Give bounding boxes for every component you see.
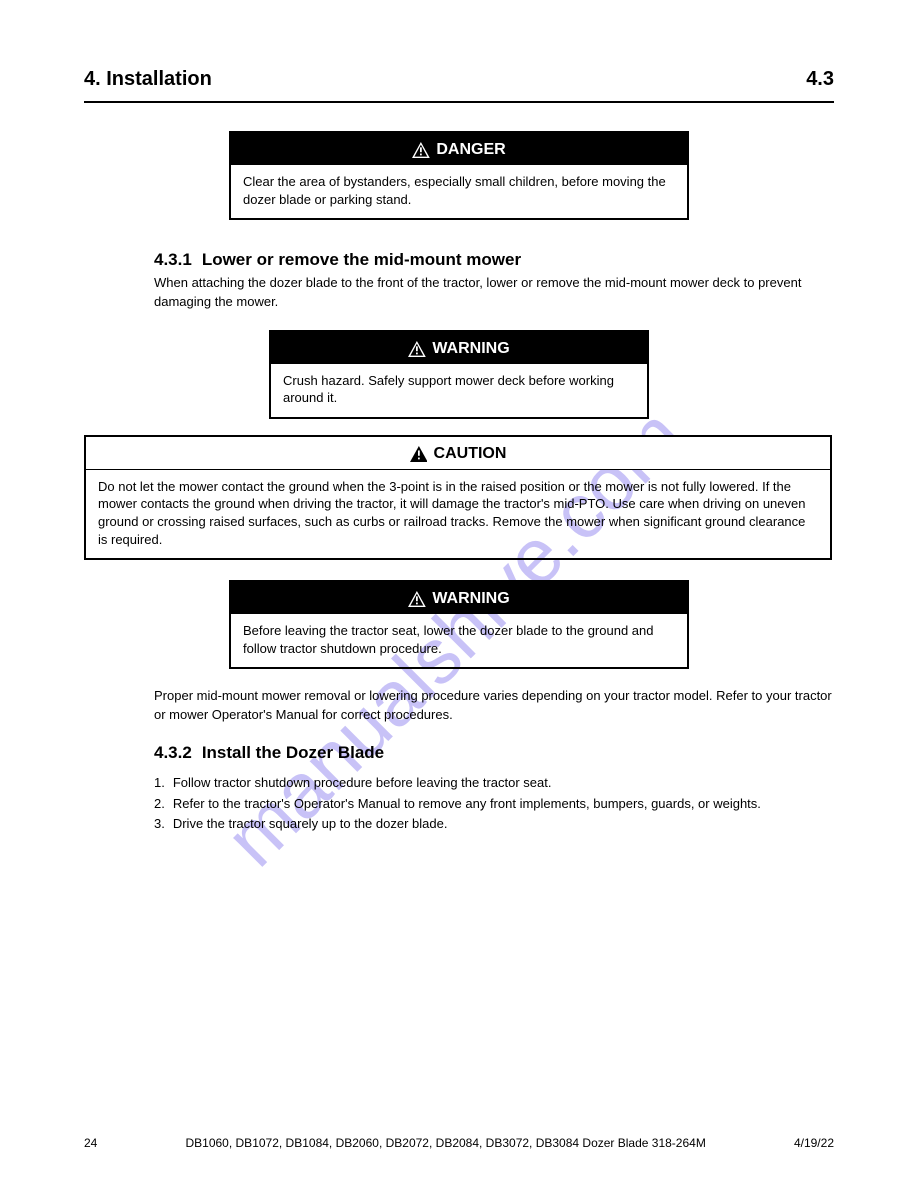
footer-date: 4/19/22 — [794, 1136, 834, 1150]
alert-icon — [408, 341, 426, 357]
caution-box: CAUTION Do not let the mower contact the… — [84, 435, 832, 560]
danger-box: DANGER Clear the area of bystanders, esp… — [229, 131, 689, 220]
install-steps: 1. Follow tractor shutdown procedure bef… — [154, 773, 834, 835]
step-number: 1. — [154, 773, 165, 794]
danger-body: Clear the area of bystanders, especially… — [231, 165, 687, 218]
warning-label-2: WARNING — [432, 590, 509, 608]
warning-label-1: WARNING — [432, 340, 509, 358]
step-text: Refer to the tractor's Operator's Manual… — [173, 794, 761, 815]
subsection-431-paragraph: When attaching the dozer blade to the fr… — [154, 274, 834, 312]
caution-label: CAUTION — [434, 445, 507, 463]
warning-box-1: WARNING Crush hazard. Safely support mow… — [269, 330, 649, 419]
subsection-title: Install the Dozer Blade — [202, 743, 384, 763]
step-text: Follow tractor shutdown procedure before… — [173, 773, 552, 794]
step-number: 2. — [154, 794, 165, 815]
danger-label: DANGER — [436, 141, 505, 159]
subsection-number: 4.3.2 — [154, 743, 192, 763]
warning-body-1: Crush hazard. Safely support mower deck … — [271, 364, 647, 417]
warning-box-2: WARNING Before leaving the tractor seat,… — [229, 580, 689, 669]
section-number: 4.3 — [806, 68, 834, 91]
subsection-number: 4.3.1 — [154, 250, 192, 270]
step-text: Drive the tractor squarely up to the doz… — [173, 814, 448, 835]
alert-icon — [410, 446, 428, 462]
list-item: 3. Drive the tractor squarely up to the … — [154, 814, 834, 835]
footer-doc: DB1060, DB1072, DB1084, DB2060, DB2072, … — [185, 1136, 705, 1150]
list-item: 2. Refer to the tractor's Operator's Man… — [154, 794, 834, 815]
page-footer: 24 DB1060, DB1072, DB1084, DB2060, DB207… — [84, 1136, 834, 1150]
subsection-title: Lower or remove the mid-mount mower — [202, 250, 521, 270]
subsection-432-heading: 4.3.2 Install the Dozer Blade — [154, 743, 834, 763]
warning-header-2: WARNING — [231, 582, 687, 614]
section-title: 4. Installation — [84, 68, 212, 91]
footer-page: 24 — [84, 1136, 97, 1150]
subsection-431-heading: 4.3.1 Lower or remove the mid-mount mowe… — [154, 250, 834, 270]
list-item: 1. Follow tractor shutdown procedure bef… — [154, 773, 834, 794]
caution-header: CAUTION — [86, 437, 830, 470]
page-header: 4. Installation 4.3 — [84, 68, 834, 91]
danger-header: DANGER — [231, 133, 687, 165]
step-number: 3. — [154, 814, 165, 835]
procedure-paragraph: Proper mid-mount mower removal or loweri… — [154, 687, 834, 725]
header-rule — [84, 101, 834, 103]
caution-body: Do not let the mower contact the ground … — [86, 470, 830, 558]
alert-icon — [408, 591, 426, 607]
warning-body-2: Before leaving the tractor seat, lower t… — [231, 614, 687, 667]
alert-icon — [412, 142, 430, 158]
warning-header-1: WARNING — [271, 332, 647, 364]
